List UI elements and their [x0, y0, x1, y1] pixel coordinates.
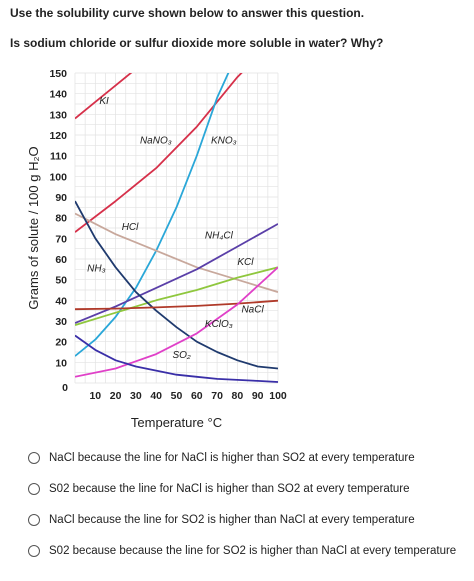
answer-option-text: NaCl because the line for SO2 is higher … — [49, 513, 415, 526]
instruction-text: Use the solubility curve shown below to … — [10, 6, 365, 20]
answer-option-text: S02 because because the line for SO2 is … — [49, 544, 457, 557]
x-tick-label: 100 — [269, 390, 287, 402]
chart-series — [75, 73, 278, 383]
series-line — [75, 73, 243, 233]
chart-series-labels: KI NaNO₃ KNO₃ HCl NH₄Cl KCl NH₃ NaCl KClO₃ SO₂ — [87, 96, 264, 361]
series-line — [75, 299, 278, 311]
y-tick-label: 50 — [55, 275, 67, 287]
x-tick-label: 60 — [191, 390, 203, 402]
y-tick-label: 40 — [55, 295, 67, 307]
answer-options: NaCl because the line for NaCl is higher… — [28, 442, 468, 566]
series-label: KNO₃ — [211, 135, 237, 146]
x-tick-label: 50 — [171, 390, 183, 402]
series-label: SO₂ — [172, 350, 190, 361]
answer-option-text: S02 because the line for NaCl is higher … — [49, 482, 410, 495]
series-label: HCl — [122, 222, 139, 233]
y-tick-label: 100 — [49, 171, 67, 183]
chart-ticks: 10 20 30 40 50 60 70 80 90 100 110 120 130 140 150 10 20… — [49, 68, 286, 402]
radio-button[interactable] — [28, 544, 40, 557]
series-label: KI — [99, 96, 109, 107]
x-tick-label: 70 — [211, 390, 223, 402]
series-line — [75, 266, 278, 326]
radio-button[interactable] — [28, 482, 40, 495]
x-tick-label: 30 — [130, 390, 142, 402]
x-axis-label: Temperature °C — [131, 415, 222, 430]
answer-option-text: NaCl because the line for NaCl is higher… — [49, 451, 415, 464]
solubility-chart: KI NaNO₃ KNO₃ HCl NH₄Cl KCl NH₃ NaCl KClO₃ SO₂ 10… — [26, 68, 287, 430]
answer-option-2[interactable]: S02 because the line for NaCl is higher … — [28, 473, 468, 504]
y-axis-label: Grams of solute / 100 g H₂O — [26, 146, 41, 309]
x-tick-label: 40 — [150, 390, 162, 402]
series-label: NH₄Cl — [205, 230, 234, 241]
chart-grid — [74, 72, 279, 384]
y-tick-label: 150 — [49, 68, 67, 80]
y-tick-label: 70 — [55, 233, 67, 245]
series-line — [75, 73, 133, 120]
y-tick-label: 120 — [49, 130, 67, 142]
y-tick-label: 30 — [55, 316, 67, 328]
series-line — [75, 200, 278, 370]
y-tick-label: 90 — [55, 192, 67, 204]
answer-option-4[interactable]: S02 because because the line for SO2 is … — [28, 535, 468, 566]
series-label: NaNO₃ — [140, 135, 172, 146]
answer-option-1[interactable]: NaCl because the line for NaCl is higher… — [28, 442, 468, 473]
y-tick-label: 140 — [49, 89, 67, 101]
x-tick-label: 90 — [252, 390, 264, 402]
y-tick-label: 80 — [55, 213, 67, 225]
y-tick-label: 130 — [49, 109, 67, 121]
series-label: NaCl — [241, 305, 264, 316]
series-label: NH₃ — [87, 263, 105, 274]
series-line — [75, 334, 278, 383]
origin-label: 0 — [62, 382, 68, 394]
y-tick-label: 20 — [55, 337, 67, 349]
series-label: KCl — [237, 257, 254, 268]
y-tick-label: 110 — [50, 151, 67, 163]
answer-option-3[interactable]: NaCl because the line for SO2 is higher … — [28, 504, 468, 535]
radio-button[interactable] — [28, 451, 40, 464]
series-line — [75, 266, 278, 378]
x-tick-label: 10 — [89, 390, 101, 402]
y-tick-label: 10 — [55, 357, 67, 369]
y-tick-label: 60 — [55, 254, 67, 266]
series-label: KClO₃ — [205, 319, 233, 330]
series-line — [75, 212, 278, 293]
x-tick-label: 20 — [110, 390, 122, 402]
x-tick-label: 80 — [232, 390, 244, 402]
radio-button[interactable] — [28, 513, 40, 526]
question-text: Is sodium chloride or sulfur dioxide mor… — [10, 36, 384, 50]
